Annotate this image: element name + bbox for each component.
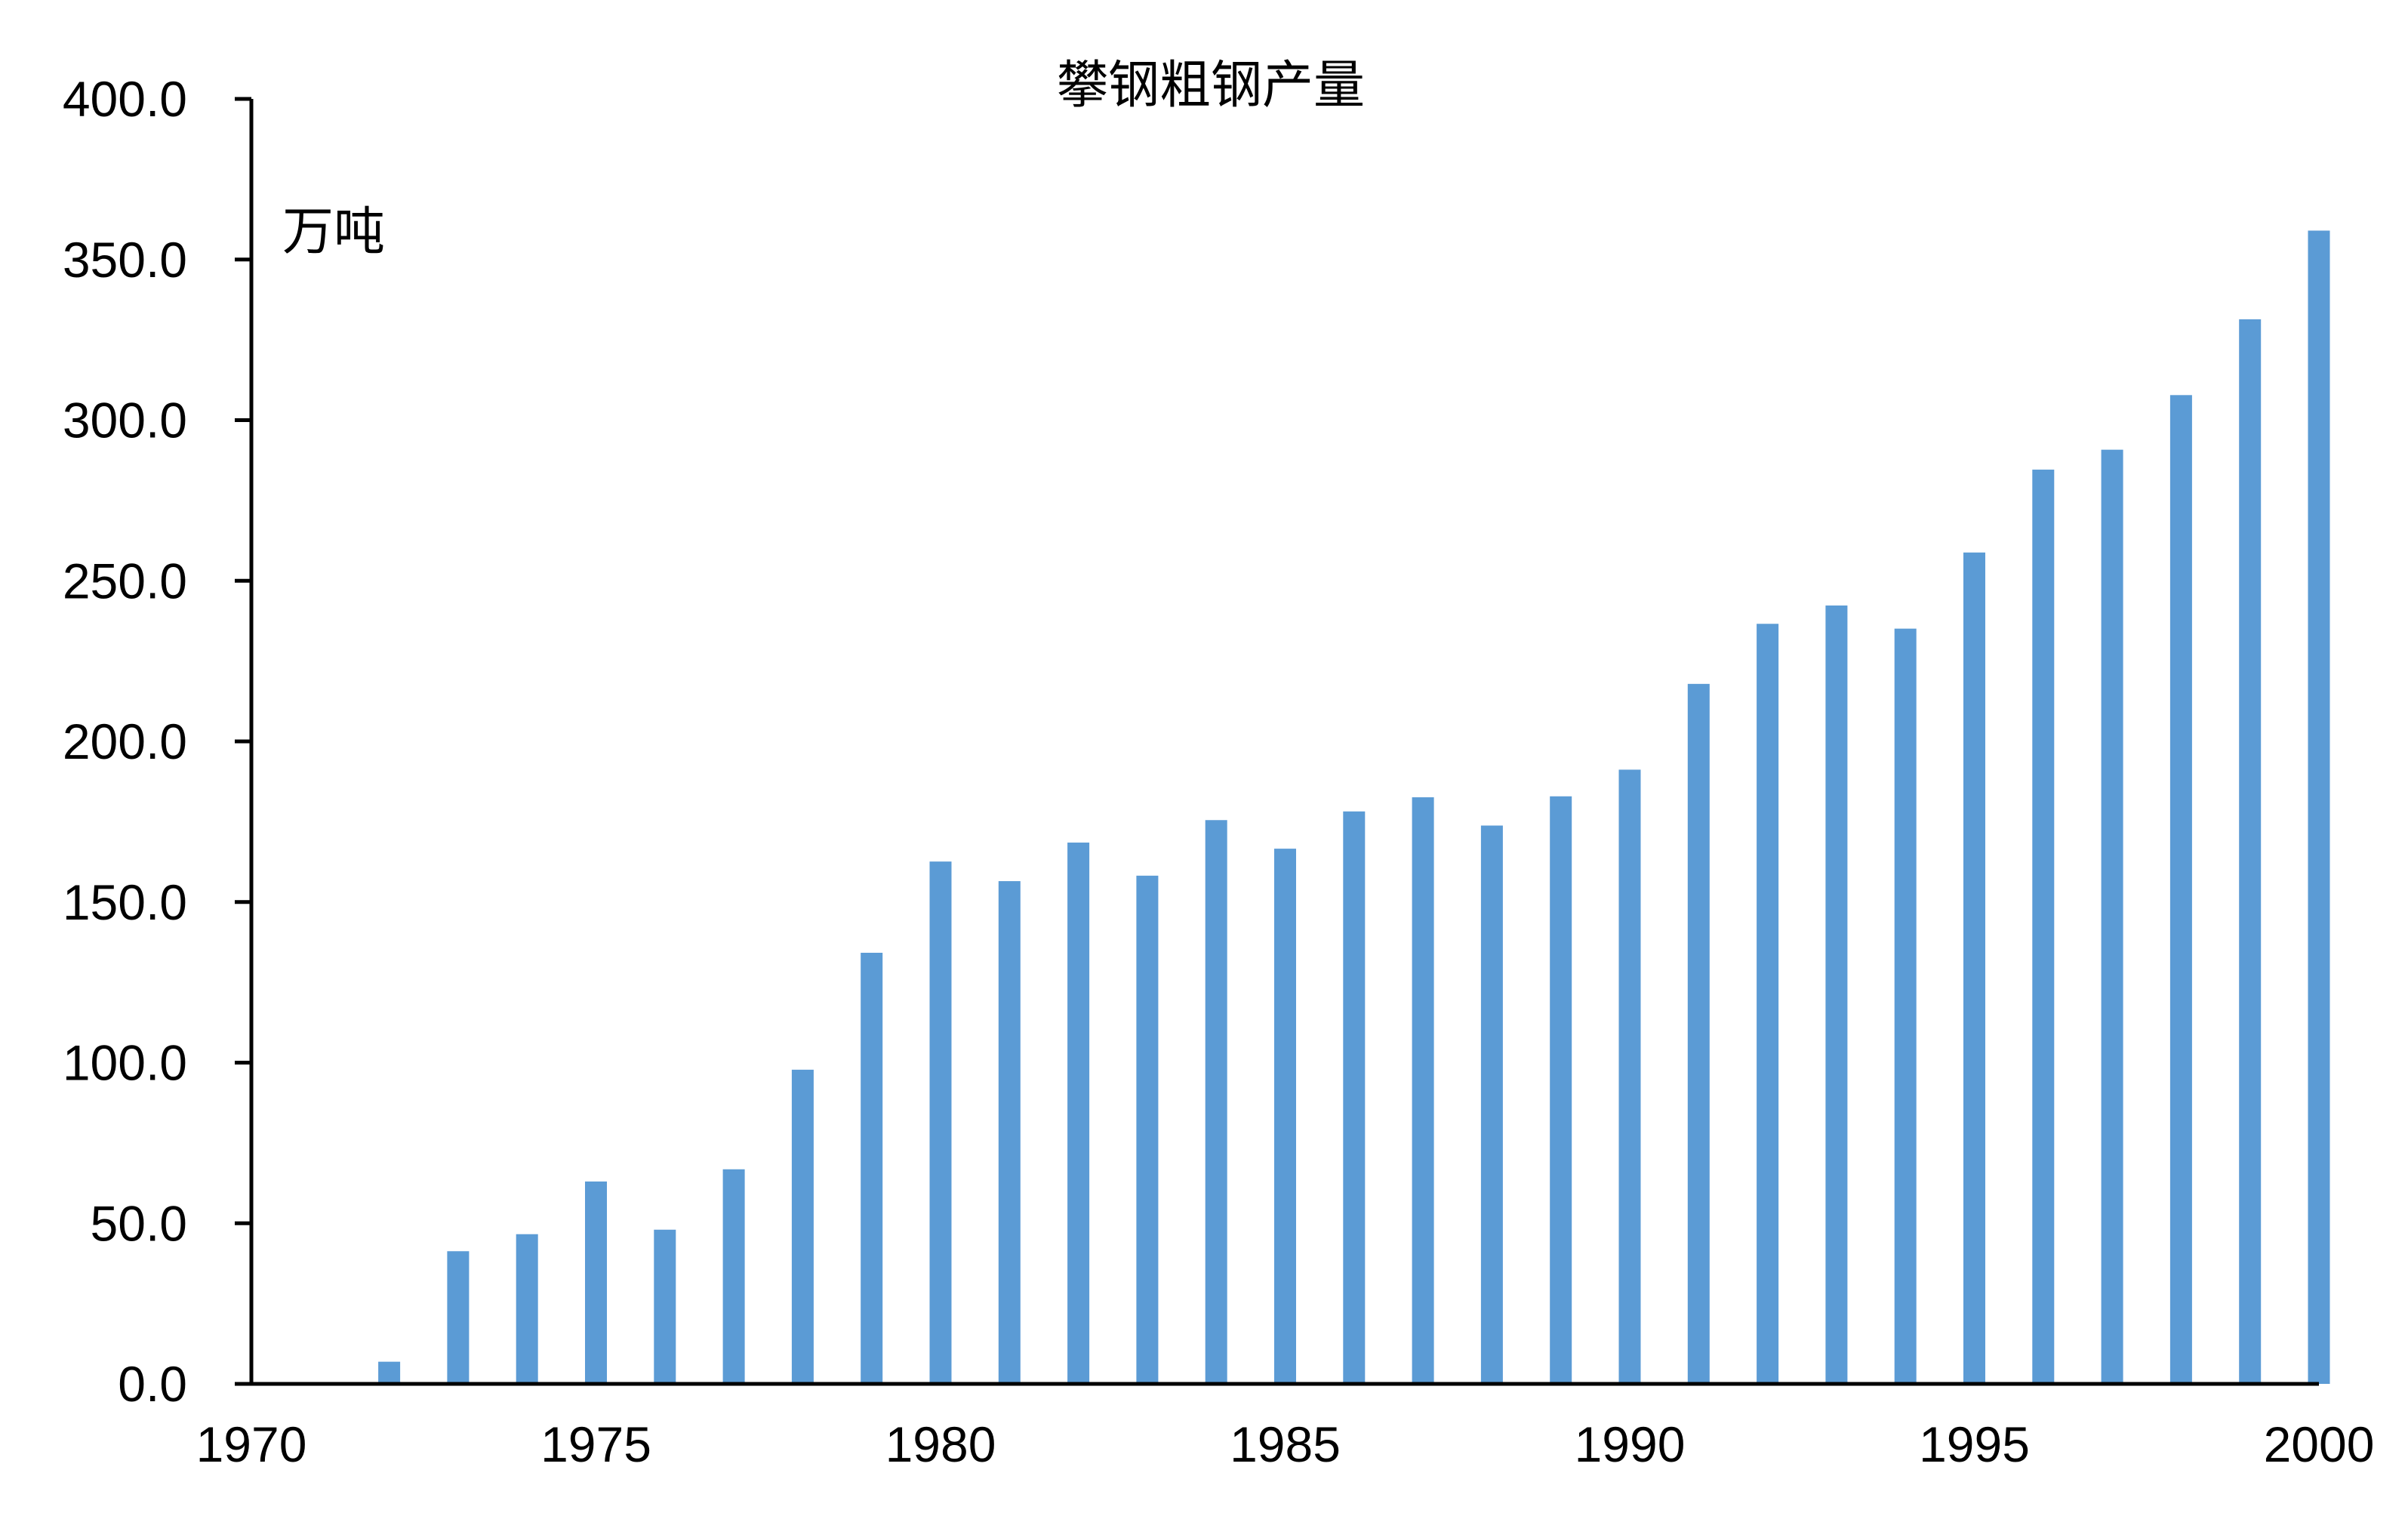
bar-1993 <box>1825 605 1848 1385</box>
y-tick-label: 250.0 <box>63 553 187 609</box>
bar-1999 <box>2239 319 2262 1384</box>
bar-1974 <box>516 1234 538 1384</box>
y-tick-label: 100.0 <box>63 1035 187 1091</box>
bar-1984 <box>1205 820 1227 1384</box>
x-tick-label: 1975 <box>540 1416 651 1472</box>
x-tick-label: 1985 <box>1230 1416 1341 1472</box>
x-tick-label: 1990 <box>1575 1416 1686 1472</box>
bar-1981 <box>998 881 1021 1384</box>
bar-1982 <box>1067 843 1090 1384</box>
y-tick-label: 300.0 <box>63 393 187 448</box>
chart-title: 攀钢粗钢产量 <box>1057 56 1365 116</box>
bar-1990 <box>1618 769 1641 1384</box>
bar-1989 <box>1550 796 1572 1384</box>
bar-1983 <box>1136 875 1159 1384</box>
bar-1985 <box>1274 849 1296 1384</box>
x-tick-label: 1970 <box>196 1416 307 1472</box>
x-tick-label: 1995 <box>1919 1416 2030 1472</box>
bar-1975 <box>585 1181 607 1384</box>
bar-1997 <box>2101 449 2123 1384</box>
y-unit-label: 万吨 <box>282 202 385 262</box>
bar-1986 <box>1343 811 1366 1384</box>
bar-1979 <box>861 952 883 1384</box>
x-tick-label: 2000 <box>2264 1416 2375 1472</box>
y-axis-ticks: 0.0 50.0 100.0 150.0 200.0 250.0 300.0 350.0 400… <box>63 71 251 1412</box>
bar-1991 <box>1687 683 1710 1384</box>
bar-series <box>378 230 2330 1385</box>
y-tick-label: 50.0 <box>91 1195 187 1251</box>
bar-1988 <box>1480 825 1503 1384</box>
y-tick-label: 200.0 <box>63 713 187 769</box>
bar-1980 <box>929 861 952 1384</box>
bar-1994 <box>1894 628 1917 1384</box>
y-tick-label: 350.0 <box>63 232 187 288</box>
bar-1973 <box>447 1251 470 1384</box>
bar-1976 <box>654 1229 676 1384</box>
bar-1998 <box>2169 395 2192 1384</box>
bar-1987 <box>1412 797 1434 1384</box>
bar-2000 <box>2308 230 2330 1385</box>
x-axis-ticks: 1970 1975 1980 1985 1990 1995 2000 <box>196 1416 2375 1472</box>
y-tick-label: 400.0 <box>63 71 187 127</box>
bar-1995 <box>1963 552 1985 1384</box>
bar-1992 <box>1757 624 1779 1384</box>
y-tick-label: 150.0 <box>63 874 187 930</box>
y-tick-label: 0.0 <box>118 1356 187 1412</box>
bar-1978 <box>791 1069 814 1384</box>
bar-1972 <box>378 1361 401 1384</box>
x-tick-label: 1980 <box>885 1416 996 1472</box>
bar-1977 <box>722 1169 745 1384</box>
bar-1996 <box>2032 470 2055 1384</box>
